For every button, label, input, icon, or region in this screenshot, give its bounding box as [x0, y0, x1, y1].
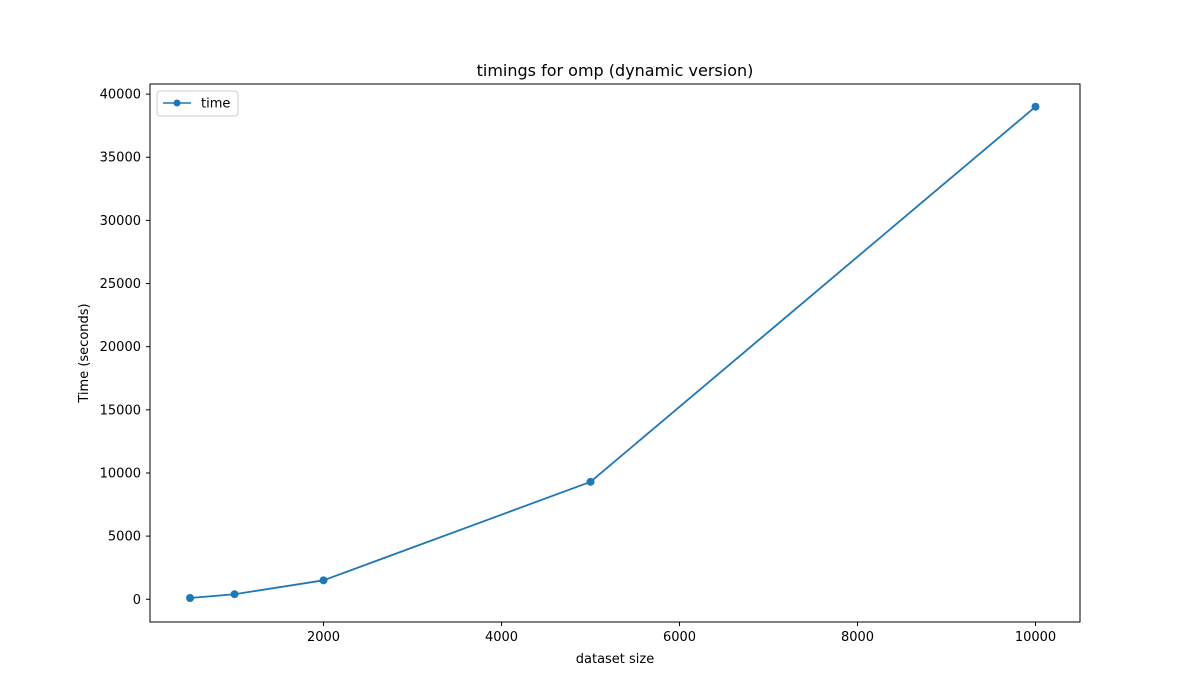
x-tick-label: 2000 — [307, 630, 340, 645]
data-point — [186, 594, 195, 603]
y-tick-label: 40000 — [100, 88, 141, 103]
y-tick-label: 30000 — [100, 214, 141, 229]
legend: time — [156, 90, 239, 117]
legend-box — [156, 90, 239, 117]
y-axis-ticks: 0 5000 10000 15000 20000 25000 30000 35000 40000 — [100, 88, 150, 608]
data-point — [230, 590, 239, 599]
x-tick-label: 4000 — [485, 630, 518, 645]
series-layer — [186, 102, 1040, 603]
plot-area — [149, 83, 1081, 623]
y-tick-label: 5000 — [108, 530, 141, 545]
data-point — [1031, 102, 1040, 111]
y-tick-label: 10000 — [100, 466, 141, 481]
x-tick-label: 6000 — [663, 630, 696, 645]
data-point — [319, 576, 328, 585]
y-tick-label: 25000 — [100, 277, 141, 292]
y-tick-label: 15000 — [100, 403, 141, 418]
plot-frame — [149, 83, 1081, 623]
x-tick-label: 8000 — [841, 630, 874, 645]
x-axis-ticks: 2000 4000 6000 8000 10000 — [307, 622, 1056, 645]
y-tick-label: 0 — [133, 593, 141, 608]
y-tick-label: 20000 — [100, 340, 141, 355]
x-tick-label: 10000 — [1015, 630, 1056, 645]
x-axis-label: dataset size — [576, 652, 655, 667]
data-point — [586, 477, 595, 486]
y-tick-label: 35000 — [100, 151, 141, 166]
y-axis-label: Time (seconds) — [77, 303, 92, 403]
legend-marker-swatch — [173, 99, 181, 107]
chart-title: timings for omp (dynamic version) — [477, 61, 754, 80]
legend-entry-time: time — [201, 97, 230, 112]
